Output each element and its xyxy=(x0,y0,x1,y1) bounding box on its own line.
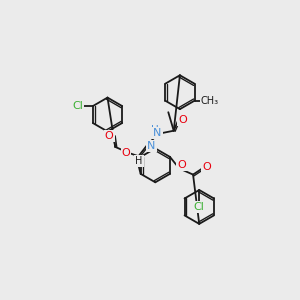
Text: N: N xyxy=(147,141,156,151)
Text: Cl: Cl xyxy=(72,101,83,111)
Text: O: O xyxy=(178,115,187,125)
Text: H: H xyxy=(135,156,143,166)
Text: N: N xyxy=(153,128,162,138)
Text: O: O xyxy=(202,162,211,172)
Text: O: O xyxy=(105,131,113,141)
Text: CH₃: CH₃ xyxy=(201,96,219,106)
Text: H: H xyxy=(152,125,159,135)
Text: Cl: Cl xyxy=(194,202,205,212)
Text: O: O xyxy=(177,160,186,170)
Text: O: O xyxy=(122,148,130,158)
